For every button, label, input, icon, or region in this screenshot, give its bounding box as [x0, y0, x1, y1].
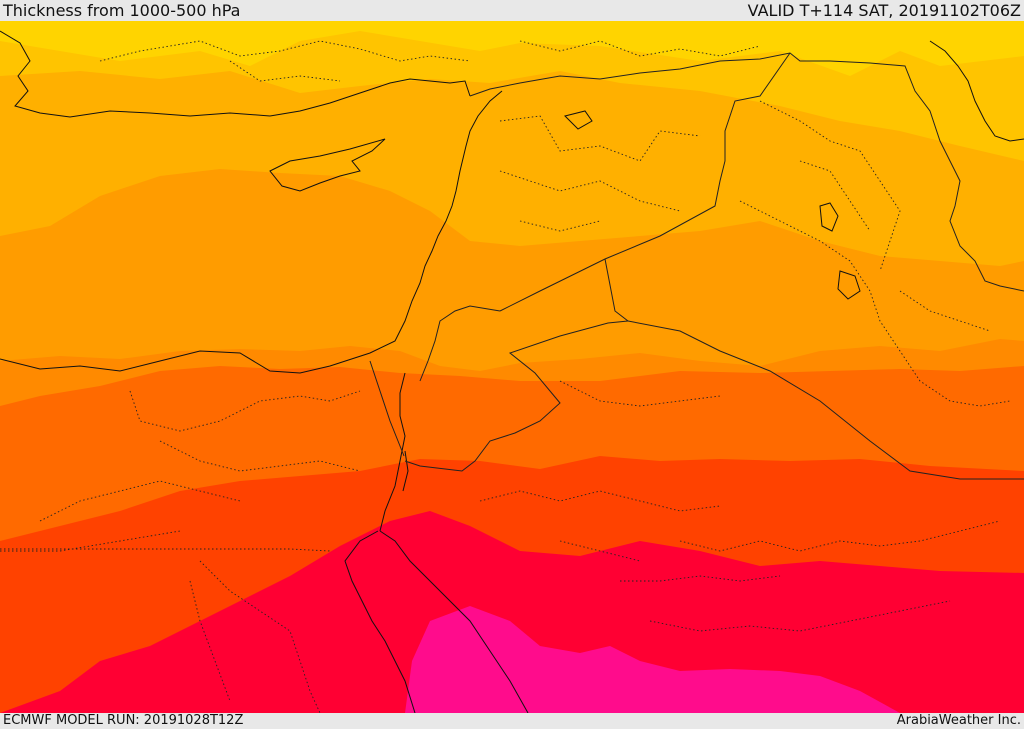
red-sea-gulfs: [344, 372, 529, 713]
jordan-border: [404, 258, 630, 472]
syria-provinces: [499, 115, 701, 232]
map-title: Thickness from 1000-500 hPa: [3, 1, 241, 20]
aegean-coast: [0, 30, 271, 118]
iraq-saudi-border: [627, 320, 1024, 480]
turkey-provinces: [99, 40, 761, 82]
model-run-label: ECMWF MODEL RUN: 20191028T12Z: [3, 713, 244, 728]
cyprus-island: [269, 138, 386, 192]
coastlines: [0, 30, 1024, 713]
egypt-sinai-border: [369, 360, 405, 457]
caspian-edge: [929, 40, 1024, 142]
lake-tharthar: [837, 270, 861, 300]
syria-iraq-border: [499, 52, 791, 312]
valid-time: VALID T+114 SAT, 20191102T06Z: [747, 1, 1021, 20]
saudi-regions: [479, 380, 1001, 632]
provincial-borders: [0, 40, 1011, 713]
mediterranean-southeast-coast: [0, 90, 503, 374]
thickness-map: [0, 21, 1024, 713]
turkey-syria-border: [469, 52, 1024, 292]
credit-label: ArabiaWeather Inc.: [896, 713, 1021, 728]
lake-tuz: [564, 110, 593, 130]
header-bar: Thickness from 1000-500 hPa VALID T+114 …: [0, 0, 1024, 21]
egypt-governorates: [0, 390, 361, 713]
anatolia-south-coast: [269, 78, 471, 117]
thickness-band-9: [405, 606, 900, 713]
international-borders: [369, 52, 1024, 480]
thickness-band-8: [0, 511, 1024, 713]
map-panel: [0, 21, 1024, 713]
footer-bar: ECMWF MODEL RUN: 20191028T12Z ArabiaWeat…: [0, 713, 1024, 729]
sudan-border: [0, 548, 331, 552]
lake-razazza: [819, 202, 839, 232]
